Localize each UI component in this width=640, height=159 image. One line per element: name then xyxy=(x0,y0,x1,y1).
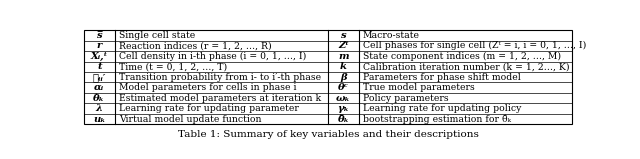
Text: r: r xyxy=(97,41,102,50)
Text: αᵢ: αᵢ xyxy=(94,83,104,92)
Bar xyxy=(84,30,572,124)
Text: Learning rate for updating parameter: Learning rate for updating parameter xyxy=(118,104,299,113)
Text: Parameters for phase shift model: Parameters for phase shift model xyxy=(363,73,520,82)
Text: Policy parameters: Policy parameters xyxy=(363,94,449,103)
Text: Reaction indices (r = 1, 2, …, R): Reaction indices (r = 1, 2, …, R) xyxy=(118,41,271,50)
Text: Zᵗ: Zᵗ xyxy=(338,41,349,50)
Text: s̅: s̅ xyxy=(97,31,102,40)
Text: Model parameters for cells in phase i: Model parameters for cells in phase i xyxy=(118,83,296,92)
Text: Virtual model update function: Virtual model update function xyxy=(118,115,261,124)
Text: β: β xyxy=(340,73,347,82)
Text: uₖ: uₖ xyxy=(93,115,106,124)
Text: Calibration iteration number (k = 1, 2…, K): Calibration iteration number (k = 1, 2…,… xyxy=(363,62,570,71)
Text: θᶜ: θᶜ xyxy=(338,83,349,92)
Text: k: k xyxy=(340,62,347,71)
Text: Macro-state: Macro-state xyxy=(363,31,420,40)
Text: True model parameters: True model parameters xyxy=(363,83,474,92)
Text: Cell density in i-th phase (i = 0, 1, …, I): Cell density in i-th phase (i = 0, 1, …,… xyxy=(118,52,306,61)
Text: s: s xyxy=(340,31,346,40)
Text: Estimated model parameters at iteration k: Estimated model parameters at iteration … xyxy=(118,94,321,103)
Text: State component indices (m = 1, 2, …, M): State component indices (m = 1, 2, …, M) xyxy=(363,52,561,61)
Text: m: m xyxy=(338,52,349,61)
Text: λ: λ xyxy=(96,104,103,113)
Text: θ̃̂ₖ: θ̃̂ₖ xyxy=(337,115,349,124)
Text: Learning rate for updating policy: Learning rate for updating policy xyxy=(363,104,521,113)
Text: Table 1: Summary of key variables and their descriptions: Table 1: Summary of key variables and th… xyxy=(177,130,479,139)
Text: Single cell state: Single cell state xyxy=(118,31,195,40)
Text: Xᵢ,ᵗ: Xᵢ,ᵗ xyxy=(91,52,108,61)
Text: γₖ: γₖ xyxy=(337,104,349,113)
Text: ωₖ: ωₖ xyxy=(336,94,351,103)
Text: θ̂ₖ: θ̂ₖ xyxy=(93,94,106,103)
Text: Time (t = 0, 1, 2, …, T): Time (t = 0, 1, 2, …, T) xyxy=(118,62,227,71)
Text: Cell phases for single cell (Zᵗ = i, i = 0, 1, …, I): Cell phases for single cell (Zᵗ = i, i =… xyxy=(363,41,586,50)
Text: bootstrapping estimation for θ̂ₖ: bootstrapping estimation for θ̂ₖ xyxy=(363,114,511,124)
Text: Transition probability from i- to i′-th phase: Transition probability from i- to i′-th … xyxy=(118,73,321,82)
Text: t: t xyxy=(97,62,102,71)
Text: ℙᵢᵢ′: ℙᵢᵢ′ xyxy=(93,73,106,82)
